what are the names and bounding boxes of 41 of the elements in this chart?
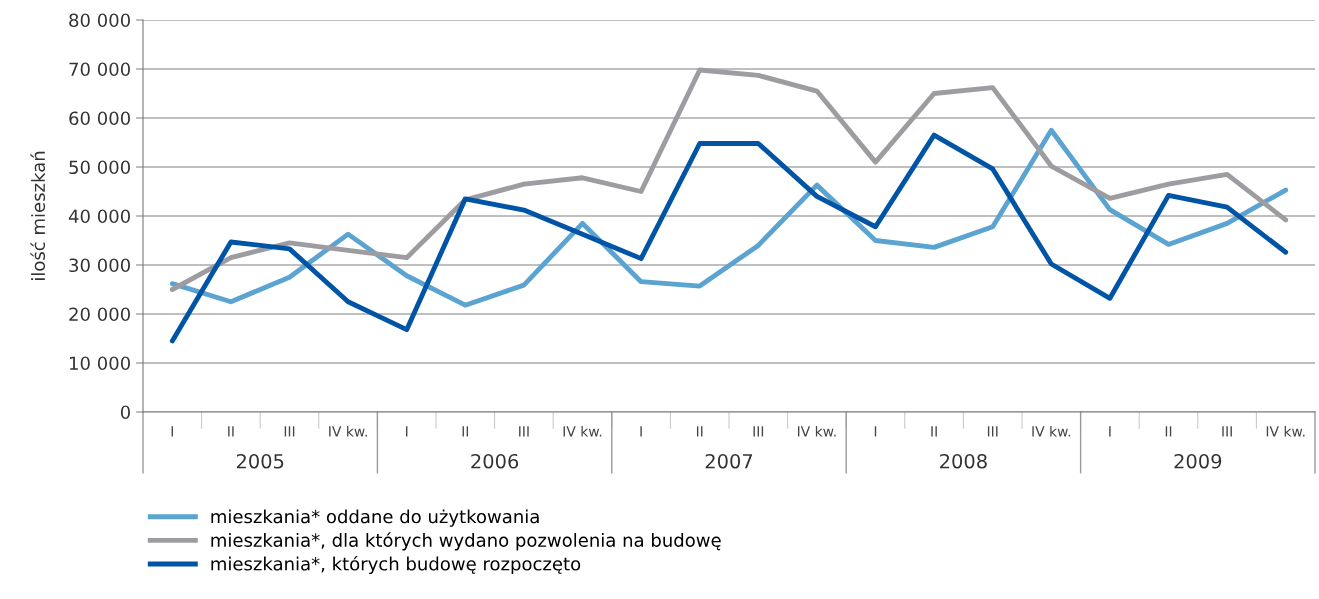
y-tick-label: 80 000	[69, 13, 130, 28]
y-tick-label: 60 000	[69, 111, 130, 126]
y-tick-label: 0	[120, 405, 130, 420]
line-series	[169, 132, 1289, 344]
legend-label: mieszkania*, których budowę rozpoczęto	[211, 555, 581, 575]
y-tick-label: 70 000	[69, 62, 130, 77]
text: 2006	[471, 453, 519, 469]
x-tick-label: I	[171, 426, 173, 437]
x-tick-label: III	[284, 426, 295, 437]
y-tick-label: 50 000	[69, 160, 130, 175]
text: 2009	[1174, 453, 1222, 469]
legend-label: mieszkania*, dla których wydano pozwolenia na budowę	[211, 532, 721, 551]
x-tick-label: IV kw.	[563, 425, 602, 437]
line-series	[169, 67, 1289, 292]
x-tick-label: III	[519, 426, 529, 437]
text: 2008	[940, 453, 987, 469]
x-tick-label: II	[696, 426, 703, 437]
x-tick-label: IV kw.	[1266, 425, 1305, 437]
x-tick-label: II	[228, 426, 234, 437]
x-tick-label: II	[1165, 426, 1172, 437]
x-tick-label: III	[753, 426, 764, 437]
x-tick-label: IV kw.	[797, 425, 836, 437]
x-tick-label: I	[1109, 426, 1111, 437]
legend-label: mieszkania* oddane do użytkowania	[211, 509, 539, 527]
line-series	[169, 127, 1289, 308]
y-tick-label: 40 000	[68, 209, 130, 224]
y-tick-label: 10 000	[70, 356, 130, 371]
x-tick-label: II	[462, 426, 469, 437]
x-tick-label: III	[1222, 426, 1232, 437]
x-tick-label: I	[406, 426, 408, 437]
x-tick-label: II	[931, 426, 937, 437]
x-tick-label: III	[987, 426, 998, 437]
y-tick-label: 20 000	[69, 307, 130, 322]
x-tick-label: I	[640, 426, 642, 437]
x-tick-label: IV kw.	[329, 425, 367, 437]
y-tick-label: 30 000	[69, 258, 130, 273]
text: 2005	[236, 453, 284, 469]
text: 2007	[705, 453, 753, 469]
y-axis-title: ilość mieszkań	[30, 151, 46, 280]
x-tick-label: I	[874, 426, 877, 437]
x-tick-label: IV kw.	[1032, 425, 1071, 437]
